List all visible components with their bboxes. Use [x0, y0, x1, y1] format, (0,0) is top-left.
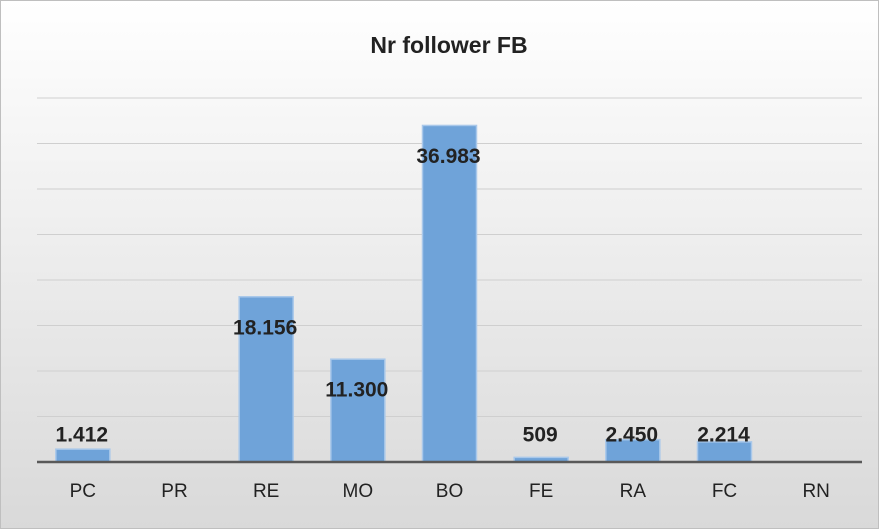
- data-label: 36.983: [416, 145, 480, 168]
- data-label: 2.450: [606, 424, 659, 447]
- bar: [421, 124, 478, 463]
- data-label: 18.156: [233, 316, 297, 339]
- data-label: 1.412: [56, 424, 109, 447]
- data-label: 2.214: [697, 424, 750, 447]
- x-tick-label: FE: [529, 481, 553, 502]
- x-tick-label: RN: [802, 481, 829, 502]
- bar: [330, 358, 386, 463]
- x-tick-label: MO: [343, 481, 374, 502]
- x-tick-label: BO: [436, 481, 463, 502]
- data-label: 509: [523, 424, 558, 447]
- data-label: 11.300: [325, 379, 388, 402]
- x-tick-label: RA: [620, 481, 647, 502]
- bar: [55, 448, 111, 463]
- x-tick-label: PC: [70, 481, 96, 502]
- x-tick-label: PR: [161, 481, 187, 502]
- chart-title: Nr follower FB: [370, 32, 527, 58]
- x-tick-label: RE: [253, 481, 279, 502]
- x-tick-label: FC: [712, 481, 737, 502]
